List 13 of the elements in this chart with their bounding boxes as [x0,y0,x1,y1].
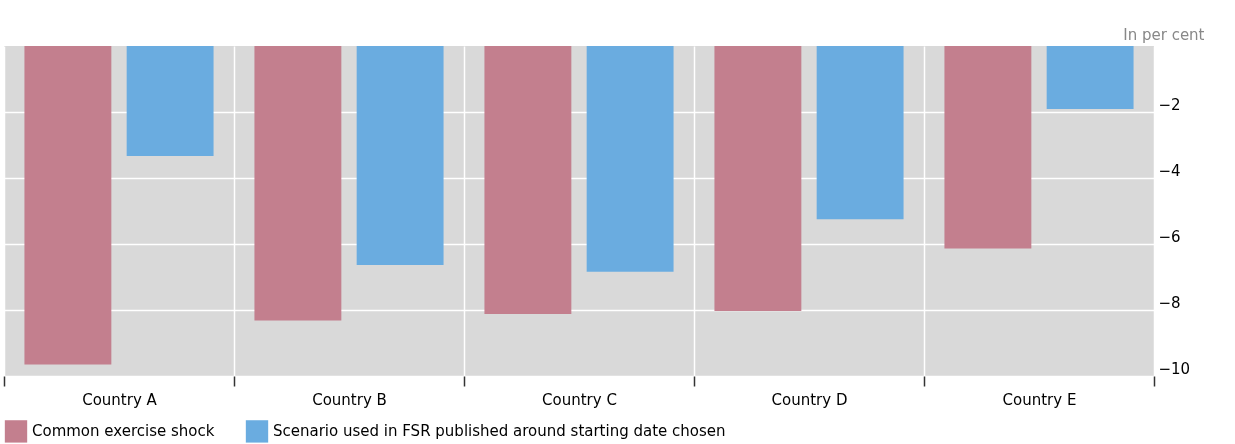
y-axis-title: In per cent [1123,25,1205,44]
x-tick-label: Country C [542,390,617,409]
y-tick-label: −8 [1158,293,1181,312]
x-tick-label: Country E [1002,390,1077,409]
legend-label: Scenario used in FSR published around starting date chosen [273,422,726,441]
x-tick-label: Country D [771,390,848,409]
y-tick-label: −10 [1158,359,1191,378]
y-tick-label: −4 [1158,161,1181,180]
y-tick-label: −6 [1158,227,1181,246]
legend-label: Common exercise shock [32,422,215,441]
x-tick-label: Country B [312,390,387,409]
y-tick-label: −2 [1158,95,1181,114]
x-tick-label: Country A [82,390,158,409]
